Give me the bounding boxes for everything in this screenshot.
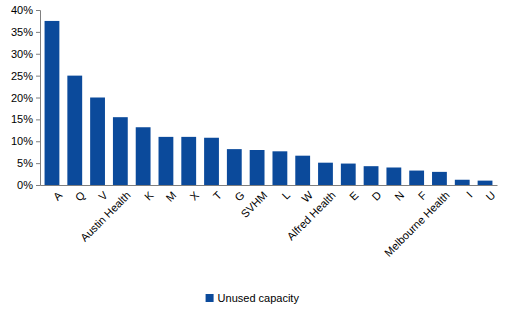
x-tick: K	[142, 188, 156, 202]
x-tick: Alfred Health	[284, 189, 337, 242]
x-tick-label: I	[464, 189, 475, 200]
bar	[45, 21, 60, 185]
y-tick-mark	[36, 98, 40, 99]
chart: 0% 5% 10% 15% 20% 25% 30% 35% 40% AQVAustin Healt…	[0, 0, 505, 314]
y-tick-label: 20%	[11, 92, 33, 104]
bar	[364, 166, 379, 185]
bar	[409, 171, 424, 185]
x-tick: Q	[73, 189, 88, 204]
y-tick-mark	[36, 10, 40, 11]
x-tick: E	[347, 189, 361, 203]
x-tick: N	[392, 189, 406, 203]
y-tick-mark	[36, 119, 40, 120]
y-tick-label: 5%	[17, 157, 33, 169]
y-tick: 25%	[11, 70, 40, 82]
y-tick: 0%	[17, 179, 40, 191]
x-tick: T	[211, 189, 224, 202]
y-tick: 35%	[11, 26, 40, 38]
y-tick-label: 35%	[11, 26, 33, 38]
y-tick-label: 10%	[11, 135, 33, 147]
x-tick: F	[416, 189, 429, 202]
y-tick: 30%	[11, 48, 40, 60]
x-tick: M	[163, 189, 178, 204]
bar	[113, 117, 128, 185]
x-tick-label: F	[416, 189, 429, 202]
bar	[181, 137, 196, 185]
bar	[295, 156, 310, 185]
x-tick-label: Austin Health	[78, 189, 133, 244]
x-tick: A	[51, 188, 65, 202]
y-tick: 15%	[11, 113, 40, 125]
y-tick-mark	[36, 76, 40, 77]
x-tick-label: V	[96, 188, 110, 202]
bar	[341, 164, 356, 185]
y-tick-mark	[36, 141, 40, 142]
x-tick-label: Q	[73, 189, 88, 204]
x-tick: D	[369, 189, 383, 203]
y-axis-line	[36, 11, 41, 186]
bar	[159, 137, 174, 185]
bar	[136, 127, 151, 185]
y-tick-mark	[36, 185, 40, 186]
y-tick-mark	[36, 163, 40, 164]
x-tick-label: T	[211, 189, 224, 202]
x-tick-label: M	[163, 189, 178, 204]
x-tick-label: D	[369, 189, 383, 203]
y-tick-label: 25%	[11, 70, 33, 82]
y-tick: 10%	[11, 135, 40, 147]
x-tick-label: G	[232, 189, 247, 204]
bar	[455, 180, 470, 185]
x-tick-label: Alfred Health	[284, 189, 337, 242]
x-tick-label: E	[347, 189, 361, 203]
legend-item: Unused capacity	[206, 292, 300, 304]
legend: Unused capacity	[206, 292, 300, 304]
x-tick: L	[279, 189, 292, 202]
bar	[90, 98, 105, 186]
y-tick-label: 40%	[11, 4, 33, 16]
legend-swatch	[206, 294, 214, 302]
x-tick-label: L	[279, 189, 292, 202]
x-tick: SVHM	[239, 189, 270, 220]
y-tick-mark	[36, 54, 40, 55]
y-tick-label: 0%	[17, 179, 33, 191]
y-tick-label: 15%	[11, 113, 33, 125]
x-tick-label: Melbourne Health	[382, 189, 452, 259]
x-tick: W	[299, 188, 315, 204]
x-tick: U	[483, 189, 497, 203]
x-axis-line	[41, 185, 498, 186]
y-tick-mark	[36, 32, 40, 33]
bar	[478, 181, 493, 185]
x-tick-label: N	[392, 189, 406, 203]
x-tick: G	[232, 189, 247, 204]
bar	[204, 138, 219, 185]
bar	[432, 172, 447, 185]
bar	[386, 168, 401, 186]
bars	[45, 21, 493, 185]
x-tick-label: SVHM	[239, 189, 270, 220]
bar	[272, 151, 287, 185]
x-tick: I	[464, 189, 475, 200]
y-tick-label: 30%	[11, 48, 33, 60]
y-tick: 20%	[11, 92, 40, 104]
bar	[318, 163, 333, 185]
x-tick: X	[187, 188, 201, 202]
x-tick: Melbourne Health	[382, 189, 452, 259]
legend-label: Unused capacity	[218, 292, 300, 304]
x-axis: AQVAustin Health KMXTGSVHM LWAlfred Health…	[41, 186, 498, 259]
bar	[227, 149, 242, 185]
x-tick: V	[96, 188, 110, 202]
plot: 0% 5% 10% 15% 20% 25% 30% 35% 40% AQVAustin Healt…	[11, 4, 498, 259]
y-axis: 0% 5% 10% 15% 20% 25% 30% 35% 40%	[11, 4, 41, 191]
x-tick-label: K	[142, 188, 156, 202]
x-tick: Austin Health	[78, 189, 133, 244]
x-tick-label: W	[299, 188, 315, 204]
x-tick-label: A	[51, 188, 65, 202]
bar	[250, 150, 265, 185]
y-tick: 5%	[17, 157, 40, 169]
x-tick-label: U	[483, 189, 497, 203]
bar	[67, 76, 82, 185]
y-tick: 40%	[11, 4, 40, 16]
x-tick-label: X	[187, 188, 201, 202]
